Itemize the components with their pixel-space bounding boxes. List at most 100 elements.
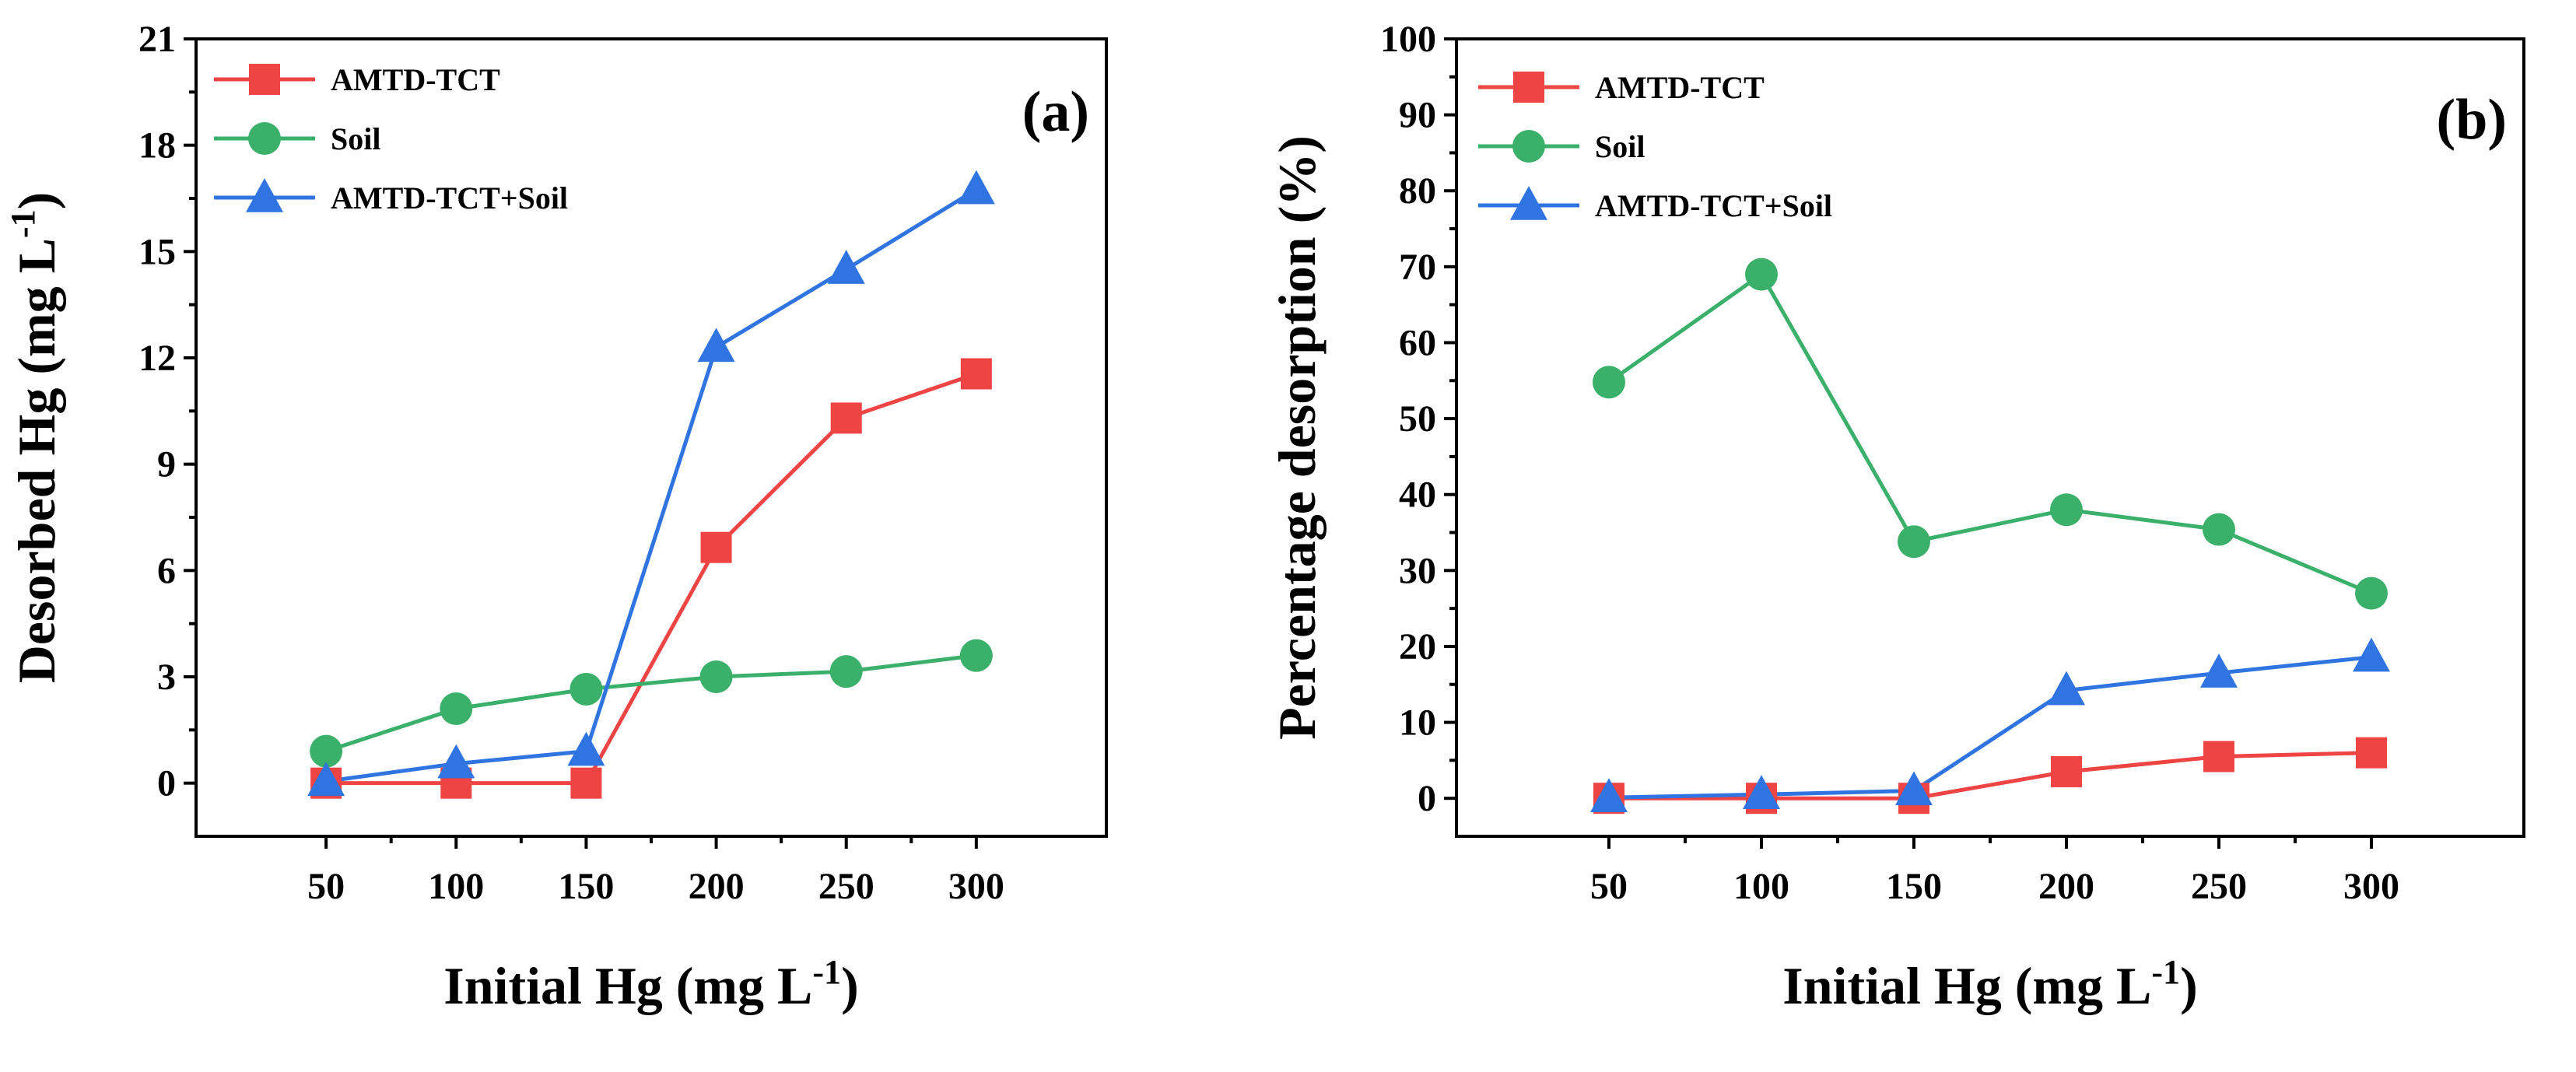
x-tick-label: 200: [689, 866, 745, 907]
x-tick-label: 100: [428, 866, 484, 907]
y-tick-label: 90: [1399, 95, 1436, 136]
series-line-AMTD-TCT+Soil: [325, 187, 978, 783]
y-tick-label: 20: [1399, 626, 1436, 667]
series-line-Soil: [1607, 271, 2372, 595]
y-tick-label: 12: [138, 338, 176, 379]
x-axis-title-superscript: -1: [2151, 953, 2180, 991]
x-tick-label: 300: [2343, 866, 2399, 907]
data-point-Soil: [2203, 513, 2235, 546]
series-line-AMTD-TCT: [326, 372, 977, 786]
y-axis-title: Percentage desorption (%): [1267, 135, 1327, 740]
data-point-AMTD-TCT+Soil: [957, 170, 995, 205]
panel-b-chart: 0 10 20 30 40 50 60 70 80 90 100 50 100 150 200 250 300 I…: [1267, 19, 2525, 1015]
data-point-AMTD-TCT+Soil: [697, 328, 735, 363]
x-axis-title-tail: ): [2180, 956, 2198, 1015]
x-axis-title: Initial Hg (mg L-1): [443, 953, 858, 1015]
legend-label: Soil: [1595, 129, 1645, 164]
series-line-Soil: [325, 653, 977, 754]
data-point-Soil: [440, 692, 473, 725]
series-line-AMTD-TCT+Soil: [1608, 655, 2372, 800]
y-tick-label: 9: [157, 444, 176, 485]
y-tick-label: 21: [138, 19, 176, 60]
x-axis-title: Initial Hg (mg L-1): [1782, 953, 2197, 1015]
legend-marker: [249, 64, 280, 95]
x-tick-label: 50: [307, 866, 345, 907]
x-tick-label: 100: [1733, 866, 1789, 907]
y-tick-label: 0: [1418, 778, 1436, 819]
legend-label: AMTD-TCT+Soil: [1595, 188, 1832, 223]
data-point-Soil: [959, 639, 993, 672]
legend-marker: [248, 122, 281, 155]
y-tick-label: 0: [157, 763, 176, 804]
data-point-AMTD-TCT+Soil: [1590, 778, 1628, 812]
data-point-AMTD-TCT: [2051, 756, 2082, 788]
legend-label: Soil: [331, 121, 380, 156]
y-tick-label: 100: [1380, 19, 1436, 60]
legend-marker: [246, 178, 283, 212]
data-point-Soil: [699, 660, 733, 693]
y-tick-label: 70: [1399, 247, 1436, 288]
data-point-AMTD-TCT+Soil: [1895, 771, 1933, 806]
data-point-AMTD-TCT+Soil: [827, 250, 865, 284]
data-point-Soil: [1593, 366, 1625, 399]
data-point-Soil: [1745, 257, 1778, 291]
data-point-AMTD-TCT+Soil: [2353, 637, 2390, 672]
data-point-AMTD-TCT+Soil: [567, 731, 605, 766]
y-tick-label: 50: [1399, 398, 1436, 440]
data-point-AMTD-TCT+Soil: [2048, 671, 2085, 706]
panel-label: (a): [1022, 80, 1089, 144]
data-point-Soil: [2355, 576, 2388, 610]
x-axis-title-text: Initial Hg (mg L: [1782, 956, 2151, 1015]
plot-frame: [195, 37, 1108, 838]
data-point-AMTD-TCT+Soil: [1743, 775, 1780, 810]
y-axis-title-text: Desorbed Hg (mg L: [7, 238, 66, 683]
legend-label: AMTD-TCT: [331, 62, 500, 97]
y-tick-label: 30: [1399, 550, 1436, 591]
x-tick-label: 50: [1590, 866, 1628, 907]
y-axis-title-text: Percentage desorption (%): [1267, 135, 1327, 740]
y-axis-title-tail: ): [7, 192, 66, 210]
data-point-AMTD-TCT: [960, 358, 992, 390]
legend-label: AMTD-TCT+Soil: [331, 180, 568, 215]
y-tick-label: 18: [138, 125, 176, 166]
x-tick-label: 150: [558, 866, 614, 907]
data-point-AMTD-TCT: [2203, 741, 2234, 772]
data-point-Soil: [570, 672, 603, 706]
series-line-AMTD-TCT: [1609, 751, 2372, 800]
y-axis-title-superscript: -1: [4, 209, 42, 238]
data-point-Soil: [2050, 493, 2083, 527]
data-point-AMTD-TCT: [570, 767, 602, 799]
x-tick-label: 150: [1886, 866, 1942, 907]
data-point-AMTD-TCT+Soil: [307, 762, 345, 797]
y-tick-label: 3: [157, 657, 176, 698]
x-axis-title-text: Initial Hg (mg L: [443, 956, 812, 1015]
x-tick-label: 300: [948, 866, 1004, 907]
legend-marker: [1510, 186, 1547, 220]
data-point-AMTD-TCT: [830, 402, 862, 434]
y-tick-label: 10: [1399, 702, 1436, 744]
y-tick-label: 80: [1399, 170, 1436, 212]
y-axis-title: Desorbed Hg (mg L-1): [4, 192, 66, 684]
y-tick-label: 60: [1399, 322, 1436, 363]
data-point-AMTD-TCT: [700, 531, 732, 563]
x-axis-title-superscript: -1: [812, 953, 841, 991]
data-point-AMTD-TCT+Soil: [2200, 653, 2238, 688]
y-tick-label: 15: [138, 231, 176, 272]
legend-label: AMTD-TCT: [1595, 70, 1765, 105]
x-tick-label: 250: [818, 866, 874, 907]
x-tick-label: 250: [2191, 866, 2247, 907]
data-point-AMTD-TCT: [2356, 737, 2387, 769]
x-tick-label: 200: [2038, 866, 2094, 907]
data-point-Soil: [1898, 525, 1930, 559]
data-point-Soil: [310, 734, 343, 768]
y-tick-label: 6: [157, 550, 176, 591]
data-point-Soil: [829, 655, 863, 688]
y-tick-label: 40: [1399, 475, 1436, 516]
legend-marker: [1512, 130, 1545, 163]
panel-a-chart: 0 3 6 9 12 15 18 21 50 100 150 200 250 300 Initial Hg …: [4, 19, 1108, 1015]
x-axis-title-tail: ): [841, 956, 859, 1015]
legend-marker: [1513, 72, 1544, 103]
panel-label: (b): [2437, 88, 2507, 152]
data-point-AMTD-TCT+Soil: [437, 744, 475, 779]
